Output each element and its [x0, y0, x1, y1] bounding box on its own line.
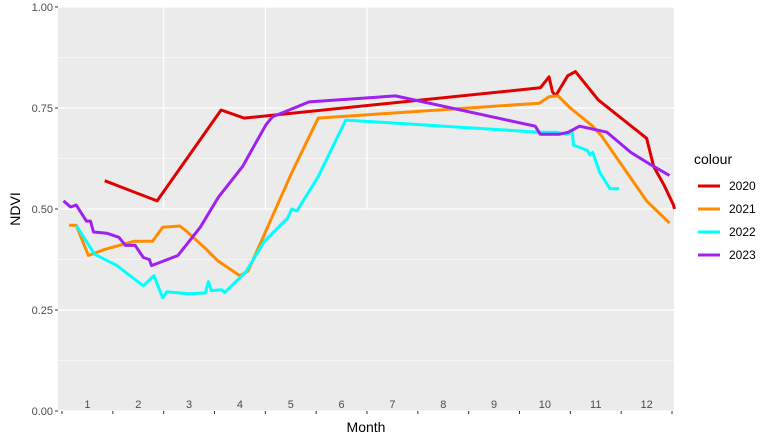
x-axis-title: Month [347, 419, 386, 435]
series-line-2020 [104, 70, 676, 210]
y-axis: 0.00 0.25 0.50 0.75 1.00 [32, 2, 58, 418]
month-label: 5 [288, 399, 294, 411]
series-line-2022 [74, 118, 620, 300]
series-lines [62, 70, 676, 300]
y-axis-title: NDVI [7, 192, 23, 225]
series-line-2023 [62, 94, 671, 268]
legend-label-2021: 2021 [729, 202, 756, 216]
month-label: 7 [389, 399, 395, 411]
month-label: 9 [491, 399, 497, 411]
y-tick-label: 0.50 [32, 204, 53, 216]
month-label: 1 [84, 399, 90, 411]
month-label: 11 [590, 399, 601, 411]
month-label: 3 [186, 399, 192, 411]
month-label: 4 [237, 399, 243, 411]
x-axis: 1 2 3 4 5 6 7 8 9 10 11 12 [61, 399, 673, 414]
legend: colour 2020 2021 2022 2023 [694, 151, 756, 262]
grid-lines [58, 6, 674, 412]
month-label: 10 [539, 399, 551, 411]
month-label: 6 [339, 399, 345, 411]
month-label: 8 [440, 399, 446, 411]
y-tick-label: 1.00 [32, 2, 53, 14]
legend-label-2022: 2022 [729, 225, 756, 239]
legend-title: colour [694, 151, 732, 167]
y-tick-label: 0.25 [32, 305, 53, 317]
legend-label-2023: 2023 [729, 248, 756, 262]
y-tick-label: 0.75 [32, 103, 53, 115]
y-tick-label: 0.00 [32, 406, 53, 418]
month-label: 12 [640, 399, 652, 411]
legend-label-2020: 2020 [729, 179, 756, 193]
month-label: 2 [135, 399, 141, 411]
